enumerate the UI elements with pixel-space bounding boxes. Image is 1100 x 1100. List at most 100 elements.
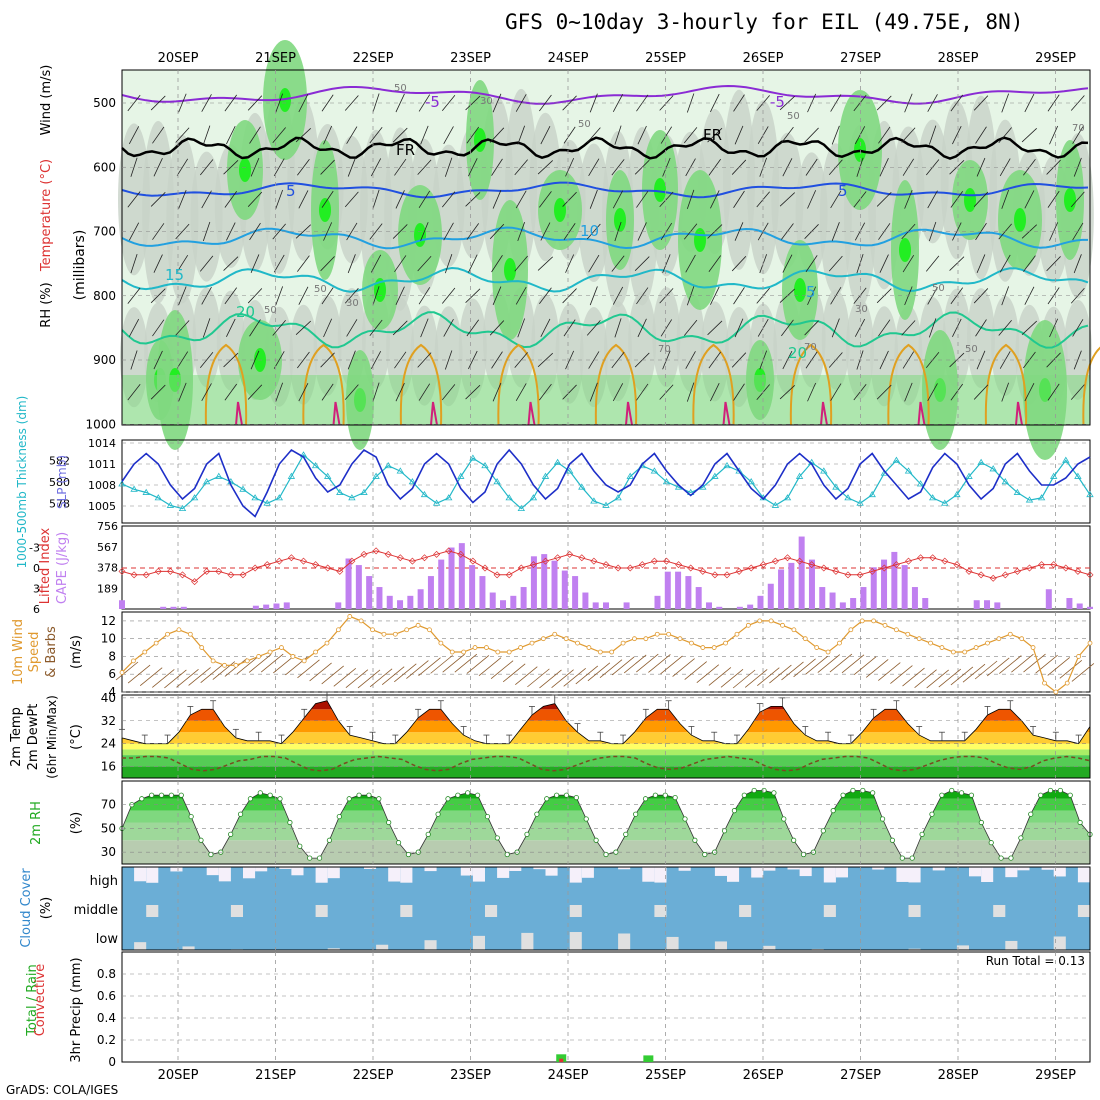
wind-speed-point <box>222 662 227 668</box>
y-tick-label-cape: 189 <box>97 582 118 595</box>
rh-point <box>474 792 481 798</box>
cape-bar <box>695 587 702 609</box>
wind-speed-point <box>130 658 136 664</box>
cloud-high-gap <box>1017 867 1030 871</box>
cape-bar <box>1076 603 1083 609</box>
wind-barb <box>492 286 502 306</box>
wind-barb <box>562 191 577 207</box>
wind-barb <box>344 191 359 208</box>
li-point <box>481 564 489 572</box>
rh-point <box>1067 792 1073 798</box>
wind-barb <box>273 254 285 273</box>
cloud-high-gap <box>763 867 776 871</box>
cloud-high-gap <box>896 867 909 882</box>
wind-barb-10m <box>962 663 986 683</box>
rh-point <box>909 855 915 861</box>
rh-point <box>652 792 658 798</box>
wind-barb <box>807 190 817 209</box>
wind-barb <box>734 125 744 145</box>
wind-barb <box>491 351 503 369</box>
li-point <box>554 554 562 562</box>
rh-contour-label: 50 <box>314 284 327 295</box>
wind-barb <box>273 351 285 369</box>
wind-barb <box>588 351 600 369</box>
wind-barb-10m <box>757 667 780 686</box>
wind-barb <box>369 223 383 240</box>
cloud-low-gap <box>182 946 195 950</box>
rh-point <box>405 851 412 858</box>
wind-speed-point <box>677 636 683 642</box>
wind-barb <box>298 286 309 305</box>
wind-barb <box>804 127 819 143</box>
x-tick-label-top: 24SEP <box>548 51 589 66</box>
li-point <box>820 564 828 572</box>
wind-barb <box>323 318 333 338</box>
isotherm-label: 5 <box>286 182 296 200</box>
isotherm-25 <box>1082 346 1100 426</box>
y-tick-label-temp: 16 <box>101 760 116 774</box>
rh-point <box>741 792 747 798</box>
cape-bar <box>510 595 517 609</box>
rh-gray-cell <box>190 151 223 282</box>
wind-speed-point <box>267 649 273 655</box>
panel-frame <box>121 951 1091 1063</box>
rh-point <box>376 796 382 802</box>
li-point <box>287 554 295 562</box>
li-point <box>735 567 743 575</box>
wind-barb-10m <box>394 663 417 683</box>
cape-bar <box>747 604 754 609</box>
isotherm-10 <box>121 226 1088 250</box>
thickness-point <box>820 467 828 474</box>
cloud-high-gap <box>545 867 558 876</box>
cloud-high-gap <box>1053 867 1066 877</box>
wind-barb <box>782 254 793 273</box>
rh-point <box>899 855 905 861</box>
wind-barb-10m <box>1035 654 1058 674</box>
x-tick-label-bottom: 22SEP <box>353 1068 394 1083</box>
wind-barb <box>976 254 986 273</box>
wind-barb-10m <box>829 653 853 673</box>
thickness-point <box>856 499 864 506</box>
wind-barb <box>465 95 481 111</box>
li-point <box>1013 567 1021 575</box>
wind-speed-point <box>335 627 341 633</box>
wind-speed-point <box>723 640 728 646</box>
wind-barb <box>466 126 480 144</box>
rh-point <box>721 828 728 834</box>
y-tick-label-temp: 40 <box>101 691 116 705</box>
wind-barb <box>321 383 334 401</box>
li-point <box>191 578 199 586</box>
wind-barb <box>1001 382 1010 402</box>
li-point <box>1038 561 1046 569</box>
wind-barb <box>226 222 236 241</box>
wind-barb <box>998 127 1012 144</box>
wind-barb <box>223 160 239 175</box>
wind-barb <box>150 192 166 207</box>
wind-barb <box>949 256 965 271</box>
wind-speed-point <box>529 640 535 646</box>
thickness-point <box>541 472 550 479</box>
wind-barb <box>515 190 527 209</box>
cape-bar <box>767 583 774 609</box>
panel-frame <box>121 866 1091 951</box>
x-tick-label-bottom: 21SEP <box>255 1068 296 1083</box>
rh-gray-cell <box>142 120 175 304</box>
cloud-high-gap <box>400 867 413 883</box>
y-tick-label: 900 <box>93 353 116 367</box>
wind-barb-10m <box>139 667 163 687</box>
wind-barb <box>441 191 456 208</box>
cloud-low-gap <box>618 933 631 950</box>
cloud-high-gap <box>291 867 304 876</box>
wind-barb <box>514 255 528 272</box>
wind-barb-10m <box>938 668 962 688</box>
cape-bar <box>160 606 167 609</box>
wind-barb <box>247 384 263 400</box>
thickness-point <box>505 494 513 501</box>
cloud-high-gap <box>1077 867 1090 883</box>
wind-barb <box>175 127 190 143</box>
wind-barb <box>831 318 840 338</box>
wind-barb-10m <box>406 660 429 679</box>
wind-barb <box>273 158 285 177</box>
wind-barb-10m <box>490 660 514 679</box>
cloud-row-label: middle <box>74 903 118 918</box>
